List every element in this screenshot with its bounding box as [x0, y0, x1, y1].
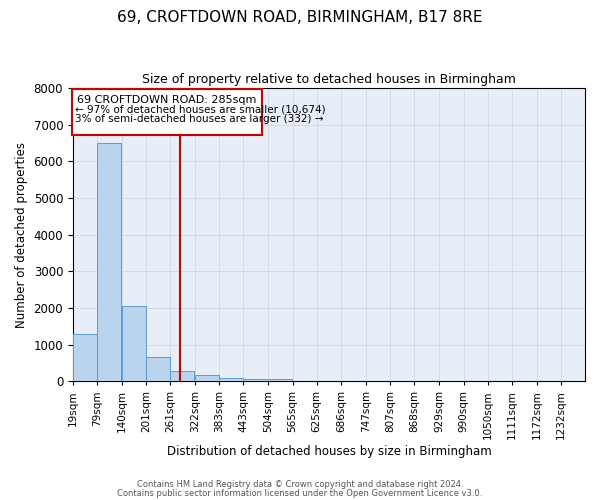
Bar [97, 143, 121, 381]
Text: Contains HM Land Registry data © Crown copyright and database right 2024.: Contains HM Land Registry data © Crown c… [137, 480, 463, 489]
Bar [220, 378, 244, 381]
Title: Size of property relative to detached houses in Birmingham: Size of property relative to detached ho… [142, 72, 516, 86]
Bar [146, 356, 170, 381]
FancyBboxPatch shape [71, 89, 262, 135]
Bar [73, 334, 97, 381]
Text: 69, CROFTDOWN ROAD, BIRMINGHAM, B17 8RE: 69, CROFTDOWN ROAD, BIRMINGHAM, B17 8RE [117, 10, 483, 25]
Text: Contains public sector information licensed under the Open Government Licence v3: Contains public sector information licen… [118, 489, 482, 498]
Text: 69 CROFTDOWN ROAD: 285sqm: 69 CROFTDOWN ROAD: 285sqm [77, 96, 257, 106]
Bar [170, 370, 194, 381]
X-axis label: Distribution of detached houses by size in Birmingham: Distribution of detached houses by size … [167, 444, 491, 458]
Bar [195, 376, 219, 381]
Y-axis label: Number of detached properties: Number of detached properties [15, 142, 28, 328]
Bar [244, 380, 268, 381]
Bar [122, 306, 146, 381]
Bar [268, 380, 292, 381]
Text: ← 97% of detached houses are smaller (10,674): ← 97% of detached houses are smaller (10… [75, 104, 326, 115]
Text: 3% of semi-detached houses are larger (332) →: 3% of semi-detached houses are larger (3… [75, 114, 323, 124]
